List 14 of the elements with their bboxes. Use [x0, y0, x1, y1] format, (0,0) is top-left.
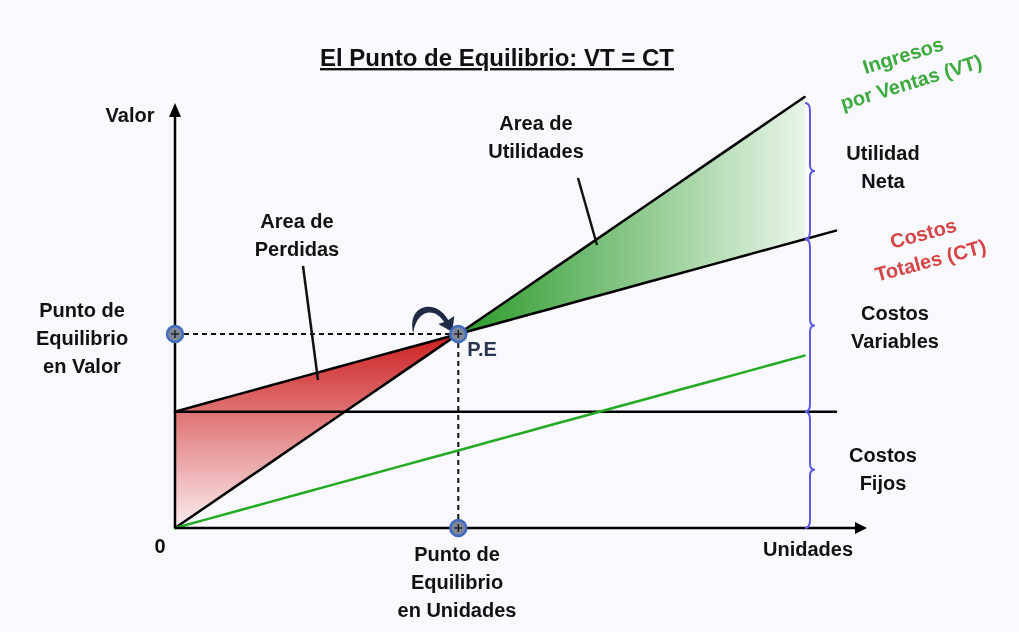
y-axis-title: Valor	[105, 104, 155, 126]
chart-title: El Punto de Equilibrio: VT = CT	[320, 44, 675, 71]
text: Costos Totales (CT)	[872, 213, 989, 286]
text: 0	[154, 535, 166, 557]
annotation: P.E	[467, 338, 497, 361]
text: Ingresos por Ventas (VT)	[837, 32, 985, 115]
x-axis-title: Unidades	[762, 538, 854, 560]
annotation: Costos Variables	[851, 302, 939, 352]
text: Punto de Equilibrio en Unidades	[397, 543, 517, 621]
annotation: Costos Fijos	[849, 444, 917, 494]
annotation: Area de Utilidades	[488, 112, 584, 162]
text: Punto de Equilibrio en Valor	[35, 299, 129, 377]
annotation: Area de Perdidas	[254, 210, 340, 260]
annotation: Utilidad Neta	[846, 142, 920, 192]
